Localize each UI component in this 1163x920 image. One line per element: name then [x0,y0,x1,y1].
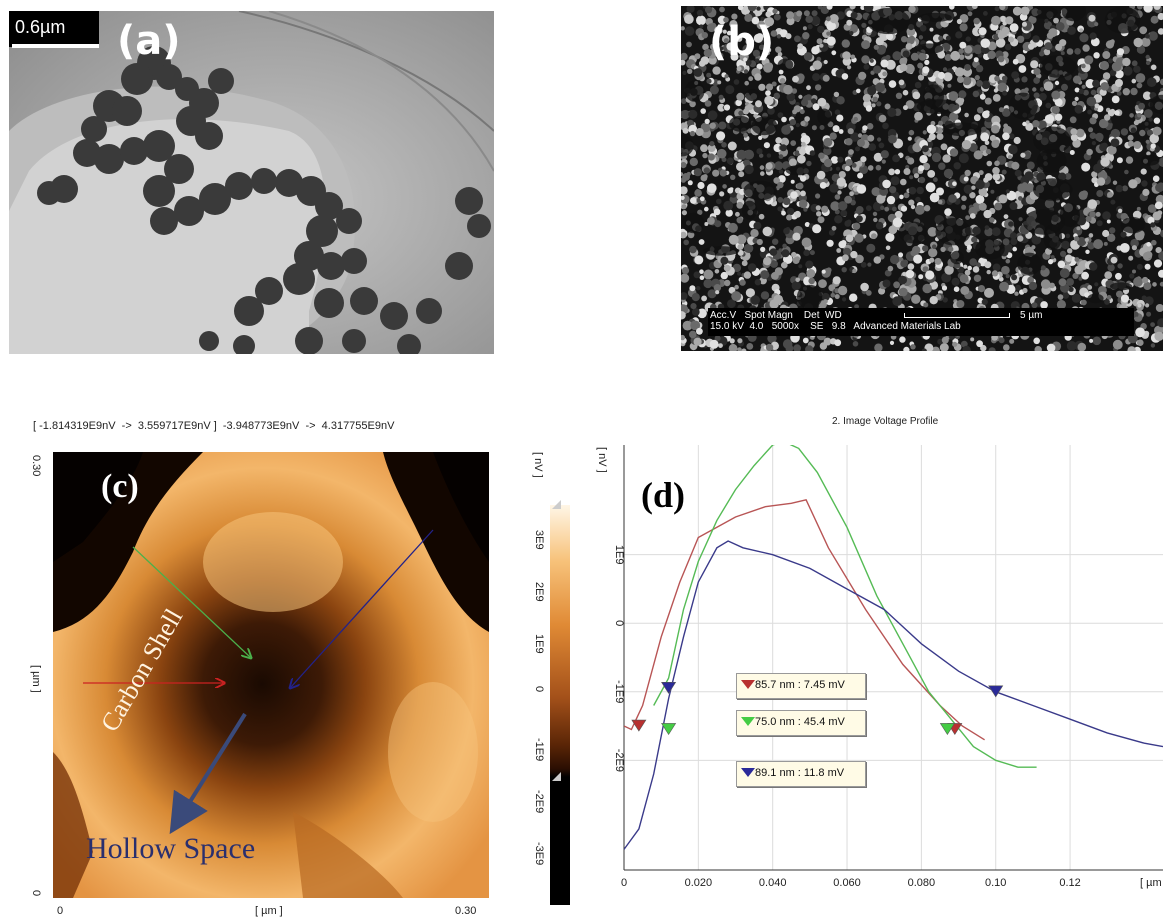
scale-bar-label: 0.6µm [15,17,66,37]
sem-info-bar: Acc.V Spot Magn Det WD 15.0 kV 4.0 5000x… [708,308,1134,336]
colorbar-tick-label: 1E9 [533,634,545,654]
sem-scale-label: 5 µm [1020,310,1043,321]
colorbar-marker-top [552,500,561,509]
legend-text: 89.1 nm : 11.8 mV [755,767,845,779]
y-tick-label: 0 [613,620,625,626]
x-tick-label: 0.060 [833,877,861,889]
colorbar-tick-label: 0 [533,686,545,693]
afm-voltage-map [53,452,489,898]
y-tick-label: -2E9 [613,749,625,772]
legend-entry: 75.0 nm : 45.4 mV [736,710,866,736]
colorbar-unit: [ nV ] [532,452,544,478]
legend-entry: 89.1 nm : 11.8 mV [736,761,866,787]
x-tick-label: 0 [621,877,627,889]
legend-text: 75.0 nm : 45.4 mV [755,716,845,728]
series-line-0 [624,498,985,741]
panel-label-b: (b) [709,19,775,65]
colorbar-tick-label: 3E9 [533,530,545,550]
x-tick-label: 0.040 [759,877,787,889]
tem-micrograph [9,11,494,354]
sem-info-header: Acc.V Spot Magn Det WD [710,310,842,321]
x-tick-label: 0.080 [908,877,936,889]
colorbar-tick-label: -3E9 [533,842,545,866]
series-line-2 [624,540,1163,850]
x-tick-label: 0.10 [985,877,1006,889]
hollow-space-annotation: Hollow Space [86,832,256,865]
sem-scale-bar [904,313,1010,318]
afm-y-tick-bottom: 0 [30,890,42,897]
sem-info-values: 15.0 kV 4.0 5000x SE 9.8 Advanced Materi… [710,321,961,332]
x-tick-label: 0.020 [685,877,713,889]
panel-label-c: (c) [101,468,139,505]
colorbar-tick-label: -2E9 [533,790,545,814]
arrow-blue [291,529,434,687]
sem-micrograph [681,6,1163,351]
cursor-marker-2[interactable] [988,685,1004,698]
arrow-hollow [169,712,247,835]
afm-x-unit: [ µm ] [255,905,283,917]
afm-y-unit: [ µm ] [30,665,42,693]
colorbar-tick-label: 2E9 [533,582,545,602]
legend-marker [741,717,755,726]
afm-x-tick-right: 0.30 [455,905,477,917]
cursor-marker-2[interactable] [661,682,677,694]
afm-y-tick-top: 0.30 [30,455,42,477]
afm-annotation-arrows [83,529,434,835]
cursor-marker-0[interactable] [631,719,647,732]
afm-range-text: [ -1.814319E9nV -> 3.559717E9nV ] -3.948… [33,420,395,432]
y-tick-label: 1E9 [613,545,625,565]
chart-title: 2. Image Voltage Profile [832,416,939,427]
legend-entry: 85.7 nm : 7.45 mV [736,673,866,699]
cursor-marker-1[interactable] [939,723,955,736]
legend-marker [741,768,755,777]
legend-marker [741,680,755,689]
colorbar-tick-label: -1E9 [533,738,545,762]
colorbar-marker-bottom [552,772,561,781]
panel-b-sem-image: (b) Acc.V Spot Magn Det WD 15.0 kV 4.0 5… [681,6,1163,351]
x-tick-label: 0.12 [1059,877,1080,889]
legend-text: 85.7 nm : 7.45 mV [755,679,845,691]
afm-x-tick-left: 0 [57,905,64,917]
cursor-marker-0[interactable] [947,723,963,736]
cursor-marker-1[interactable] [661,723,677,736]
x-unit-label: [ µm ] [1140,877,1163,889]
y-tick-label: -1E9 [613,680,625,703]
panel-a-tem-image: 0.6µm (a) [9,11,494,354]
chart-y-unit: [ nV ] [596,447,608,473]
arrow-shell-green [132,546,250,657]
afm-colorbar [550,505,570,905]
panel-c-afm-map: (c) Carbon Shell Hollow Space [53,452,489,898]
panel-label-d: (d) [641,475,685,515]
panel-label-a: (a) [117,18,181,64]
